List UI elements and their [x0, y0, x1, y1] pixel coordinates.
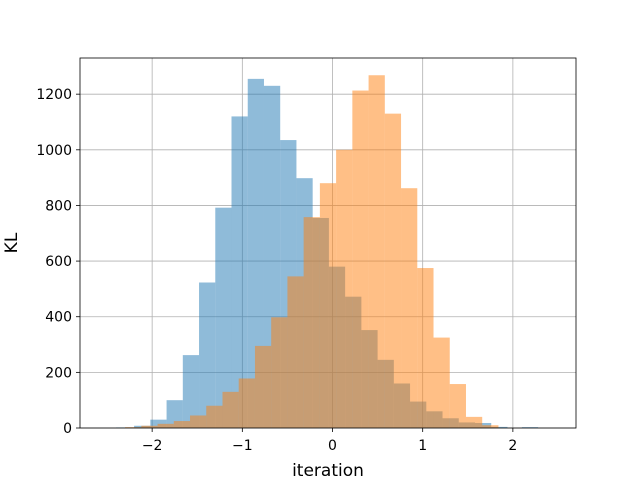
histogram-bar-series-2	[141, 425, 158, 428]
histogram-bar-series-2	[222, 391, 239, 428]
x-tick-label: 0	[328, 438, 337, 454]
y-tick-label: 400	[45, 310, 72, 326]
histogram-bar-series-1	[247, 78, 264, 429]
histogram-bar-series-2	[352, 90, 369, 428]
x-tick-label: 1	[418, 438, 427, 454]
histogram-bar-series-2	[433, 337, 450, 428]
y-axis-ticks: 0 200 400 600 800 1000 1200	[36, 87, 80, 437]
histogram-bar-series-2	[206, 405, 223, 428]
y-tick-label: 1000	[36, 143, 72, 159]
histogram-bar-series-2	[417, 268, 434, 428]
histogram-bar-series-1	[231, 116, 248, 428]
histogram-bar-series-2	[238, 378, 255, 428]
y-tick-label: 1200	[36, 87, 72, 103]
histogram-bar-series-2	[336, 149, 353, 428]
histogram-bar-series-2	[482, 425, 499, 428]
histogram-bar-series-2	[384, 113, 402, 428]
x-axis-label: iteration	[292, 461, 364, 480]
x-tick-label: 2	[508, 438, 517, 454]
x-tick-label: −1	[232, 438, 253, 454]
plot-frame	[79, 57, 577, 429]
histogram-bar-series-2	[465, 416, 483, 428]
histogram-bar-series-2	[125, 427, 142, 428]
y-tick-label: 800	[45, 198, 72, 214]
histogram-bar-series-2	[303, 217, 320, 428]
histogram-bar-series-1	[521, 427, 539, 428]
histogram-bars	[116, 75, 539, 429]
histogram-bar-series-2	[190, 415, 207, 428]
x-axis-ticks: −2 −1 0 1 2	[142, 428, 517, 454]
histogram-bar-series-1	[215, 207, 232, 428]
histogram-bar-series-2	[449, 384, 466, 428]
histogram-bar-series-2	[157, 423, 174, 428]
histogram-bar-series-1	[182, 355, 200, 428]
histogram-bar-series-2	[173, 421, 191, 428]
y-tick-label: 600	[45, 254, 72, 270]
y-axis-label: KL	[2, 232, 22, 253]
y-tick-label: 0	[63, 421, 72, 437]
histogram-bar-series-1	[199, 282, 216, 428]
histogram-bar-series-1	[491, 426, 508, 428]
histogram-bar-series-2	[287, 276, 304, 428]
histogram-bar-series-2	[401, 188, 418, 428]
y-tick-label: 200	[45, 365, 72, 381]
x-tick-label: −2	[142, 438, 163, 454]
histogram-bar-series-2	[368, 75, 385, 429]
histogram-bar-series-2	[271, 317, 288, 428]
histogram-bar-series-2	[254, 345, 272, 428]
histogram-bar-series-2	[319, 183, 337, 428]
